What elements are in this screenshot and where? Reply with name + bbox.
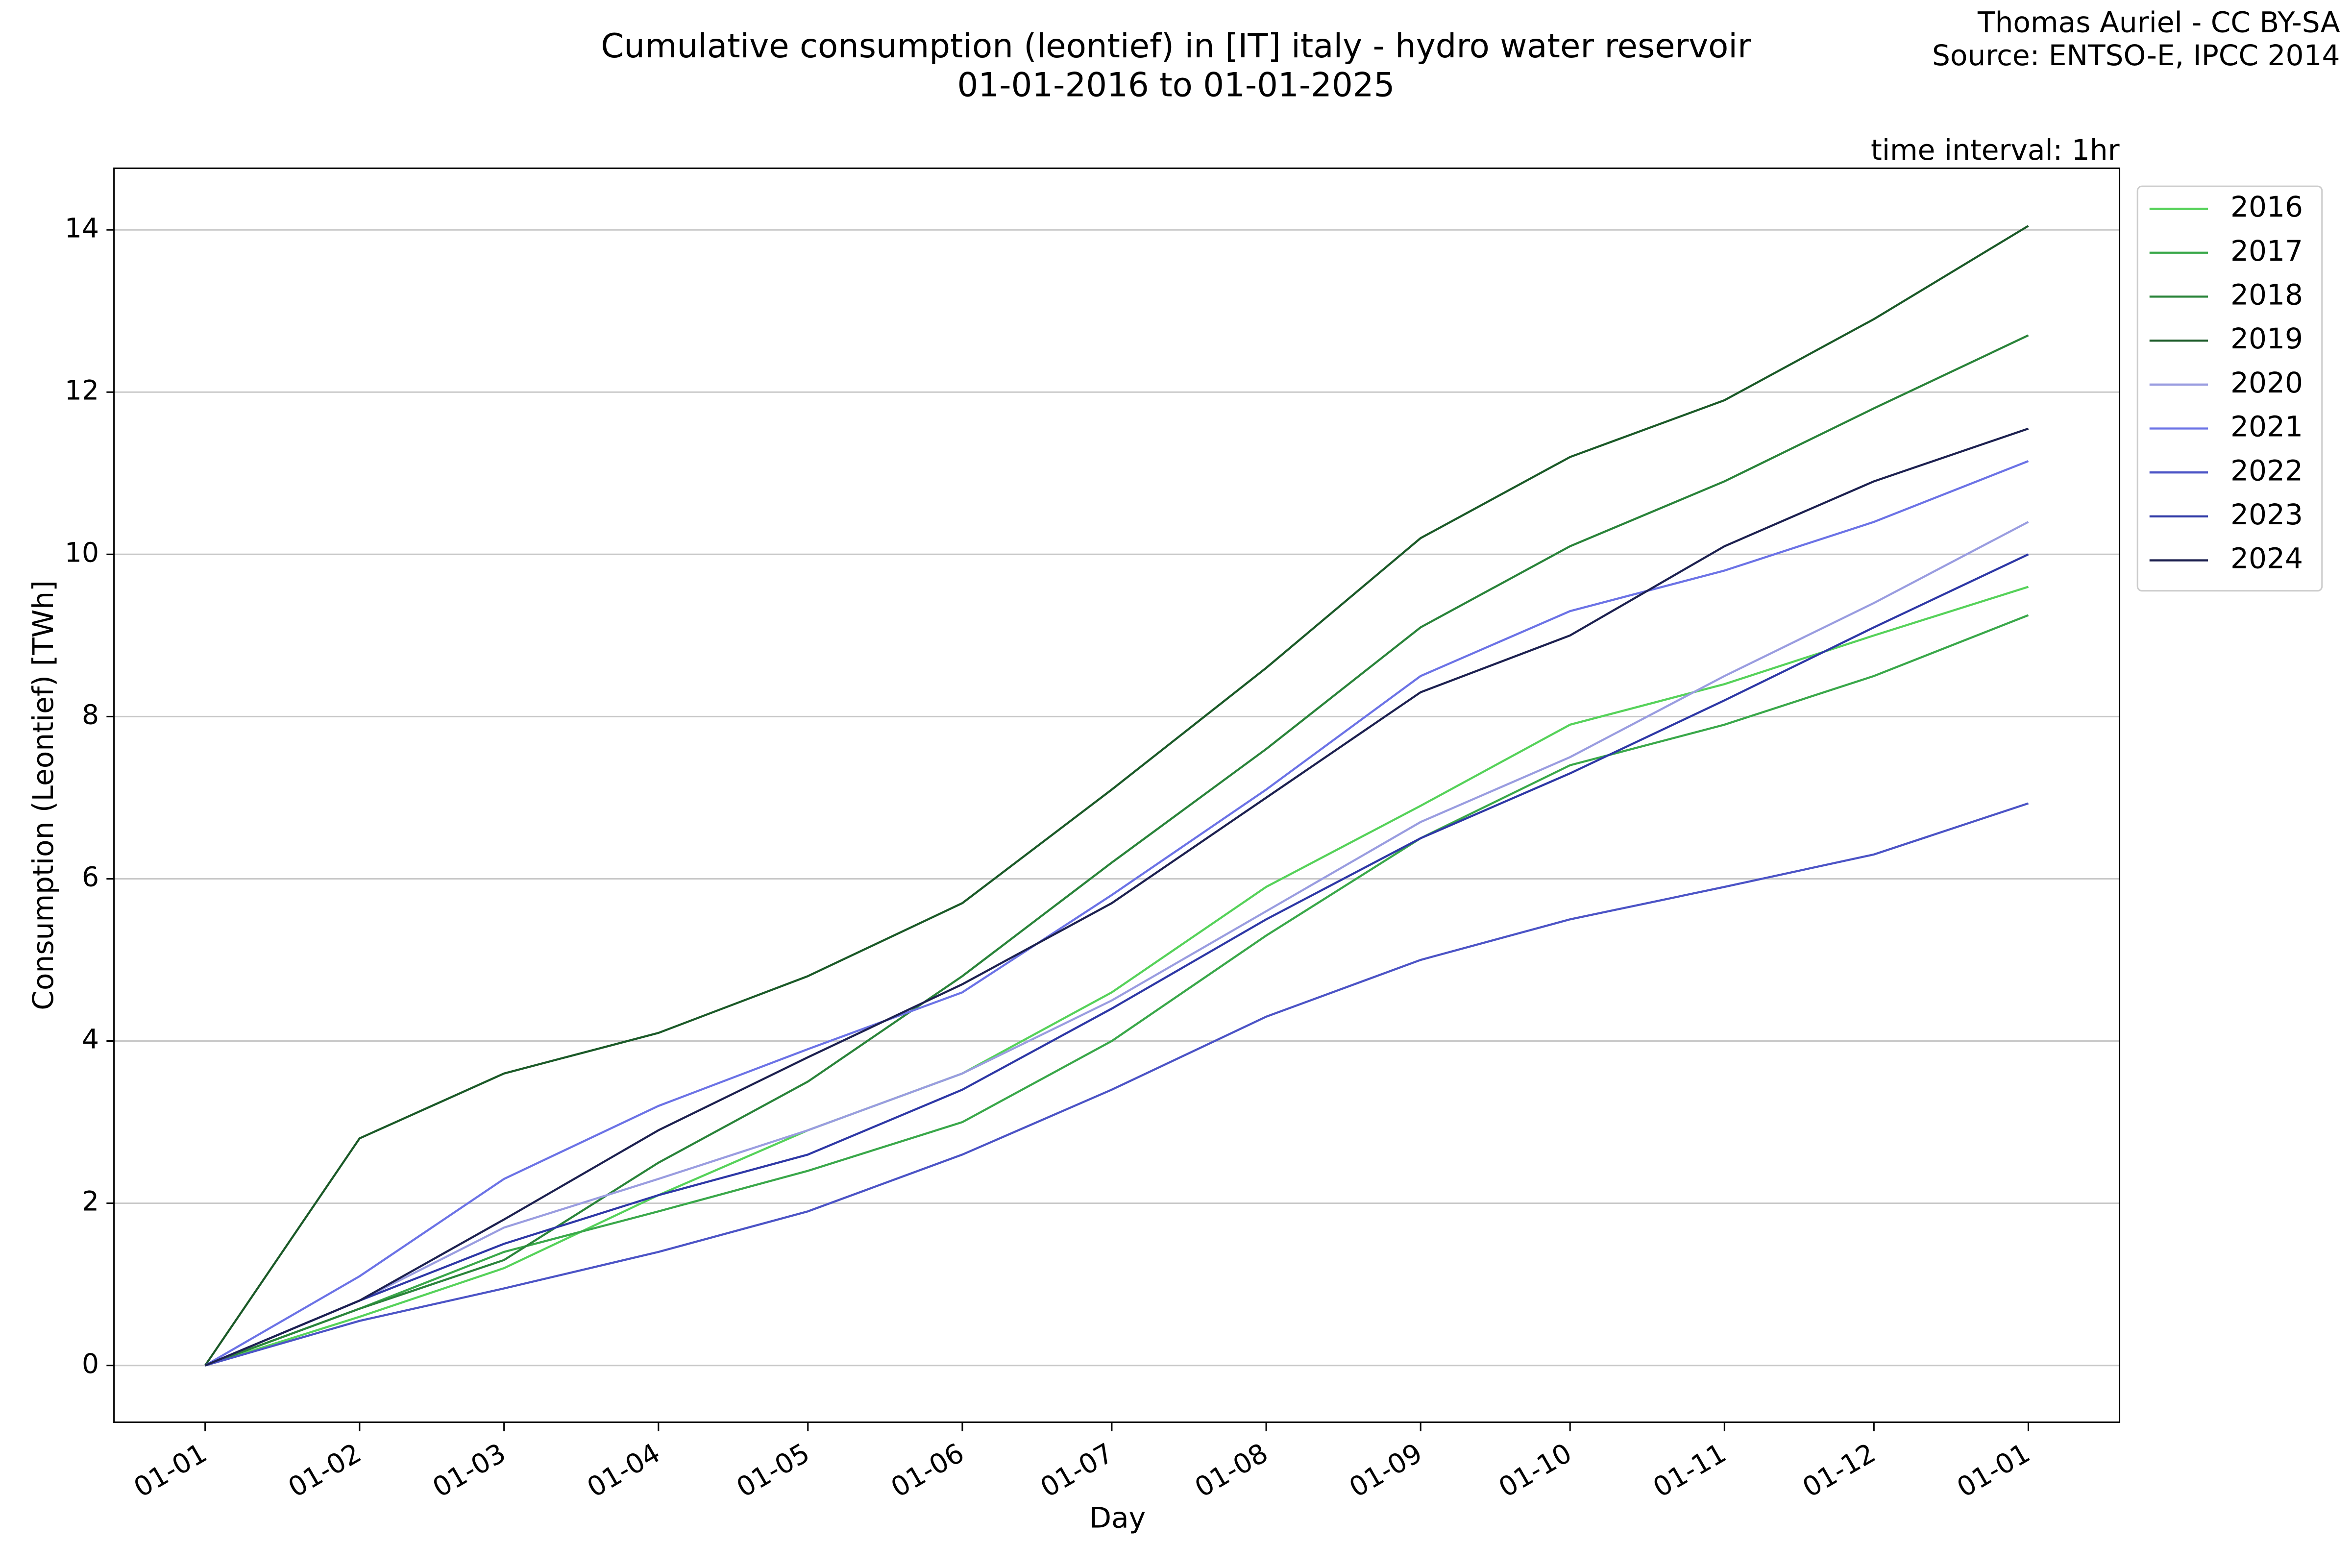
legend-label: 2018 [2230,278,2303,312]
y-tick-label: 2 [82,1186,99,1217]
series-line [205,802,2029,1367]
x-tick-label: 01-11 [1648,1437,1732,1503]
x-tick-label: 01-02 [283,1437,367,1503]
y-tick-label: 6 [82,861,99,893]
y-tick-label: 8 [82,699,99,731]
x-tick-label: 01-03 [427,1437,511,1503]
annotation: time interval: 1hr [1871,133,2120,167]
series-line [205,586,2029,1367]
series-line [204,521,2029,1367]
y-tick-label: 0 [82,1348,99,1379]
y-tick-label: 14 [65,212,99,244]
plot-frame [113,167,2121,1423]
y-axis-label: Consumption (Leontief) [TWh] [26,580,60,1010]
series-line [204,427,2029,1367]
x-tick-label: 01-12 [1797,1437,1881,1503]
legend-box [2136,185,2323,592]
series-line [204,553,2029,1367]
legend-label: 2023 [2230,498,2303,531]
author: Thomas Auriel - CC BY-SA [1977,6,2340,39]
legend-label: 2021 [2230,410,2303,443]
x-tick-label: 01-08 [1189,1437,1273,1503]
y-tick-label: 4 [82,1024,99,1055]
chart-title: Cumulative consumption (leontief) in [IT… [601,26,1751,65]
legend-label: 2024 [2230,542,2303,575]
x-tick-label: 01-07 [1035,1437,1119,1503]
x-tick-label: 01-04 [582,1437,665,1503]
legend-label: 2016 [2230,190,2303,223]
x-tick-label: 01-05 [731,1437,815,1503]
x-tick-label: 01-06 [885,1437,969,1503]
y-tick-label: 12 [65,374,99,406]
series-line [204,225,2029,1366]
x-tick-label: 01-01 [128,1437,212,1503]
series-line [204,334,2029,1367]
x-tick-label: 01-01 [1952,1437,2035,1503]
chart-subtitle: 01-01-2016 to 01-01-2025 [957,66,1395,104]
x-axis-label: Day [1089,1501,1146,1535]
series-line [204,614,2029,1367]
x-tick-label: 01-09 [1344,1437,1428,1503]
legend-label: 2017 [2230,234,2303,268]
y-tick-label: 10 [65,537,99,568]
source: Source: ENTSO-E, IPCC 2014 [1932,39,2340,72]
legend-label: 2020 [2230,366,2303,399]
legend-label: 2022 [2230,454,2303,487]
legend-label: 2019 [2230,322,2303,355]
x-tick-label: 01-10 [1494,1437,1577,1503]
series-line [204,460,2029,1367]
